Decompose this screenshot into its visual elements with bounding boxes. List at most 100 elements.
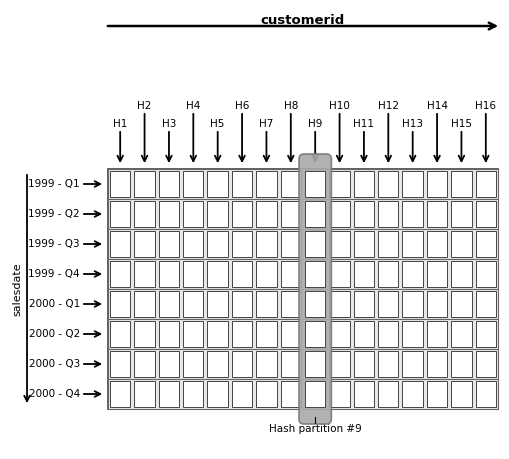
- Bar: [426, 321, 446, 347]
- Bar: [475, 261, 495, 287]
- Text: H5: H5: [210, 119, 224, 129]
- Text: 1999 - Q3: 1999 - Q3: [29, 239, 80, 249]
- Text: H14: H14: [426, 101, 447, 111]
- Bar: [183, 321, 203, 347]
- Bar: [377, 291, 398, 317]
- Bar: [256, 351, 276, 377]
- Bar: [475, 351, 495, 377]
- Bar: [183, 381, 203, 407]
- Bar: [158, 381, 179, 407]
- Bar: [256, 381, 276, 407]
- Text: 1999 - Q2: 1999 - Q2: [29, 209, 80, 219]
- Bar: [232, 201, 252, 227]
- Bar: [329, 321, 349, 347]
- Bar: [450, 291, 471, 317]
- Text: 1999 - Q4: 1999 - Q4: [29, 269, 80, 279]
- Bar: [280, 171, 300, 197]
- Bar: [329, 351, 349, 377]
- Text: H11: H11: [353, 119, 374, 129]
- Bar: [158, 201, 179, 227]
- Bar: [304, 261, 325, 287]
- Bar: [134, 171, 154, 197]
- Bar: [232, 171, 252, 197]
- Bar: [304, 231, 325, 257]
- Bar: [256, 201, 276, 227]
- Bar: [329, 171, 349, 197]
- Bar: [280, 321, 300, 347]
- Bar: [280, 351, 300, 377]
- Bar: [110, 321, 130, 347]
- Bar: [108, 199, 497, 229]
- Text: H16: H16: [474, 101, 495, 111]
- Bar: [329, 261, 349, 287]
- Bar: [450, 381, 471, 407]
- Bar: [207, 351, 228, 377]
- Bar: [108, 379, 497, 409]
- Bar: [304, 351, 325, 377]
- Bar: [353, 171, 374, 197]
- Bar: [450, 171, 471, 197]
- Bar: [402, 261, 422, 287]
- Bar: [108, 349, 497, 379]
- Text: 2000 - Q2: 2000 - Q2: [29, 329, 80, 339]
- Bar: [232, 381, 252, 407]
- Bar: [207, 171, 228, 197]
- Bar: [232, 261, 252, 287]
- Bar: [280, 231, 300, 257]
- Bar: [377, 321, 398, 347]
- Bar: [402, 171, 422, 197]
- Bar: [304, 171, 325, 197]
- Bar: [377, 231, 398, 257]
- Bar: [450, 201, 471, 227]
- Bar: [426, 201, 446, 227]
- Bar: [183, 201, 203, 227]
- Bar: [256, 171, 276, 197]
- Bar: [183, 231, 203, 257]
- Bar: [377, 171, 398, 197]
- Bar: [158, 261, 179, 287]
- Bar: [377, 351, 398, 377]
- Bar: [108, 169, 497, 199]
- Bar: [475, 291, 495, 317]
- Text: salesdate: salesdate: [12, 262, 22, 316]
- Bar: [134, 231, 154, 257]
- Bar: [475, 321, 495, 347]
- Bar: [426, 171, 446, 197]
- Bar: [353, 261, 374, 287]
- Bar: [426, 351, 446, 377]
- Bar: [329, 231, 349, 257]
- Text: customerid: customerid: [261, 14, 345, 27]
- Text: H1: H1: [113, 119, 127, 129]
- Bar: [110, 261, 130, 287]
- Text: H8: H8: [283, 101, 297, 111]
- Bar: [158, 231, 179, 257]
- Bar: [450, 321, 471, 347]
- Bar: [377, 201, 398, 227]
- Bar: [304, 201, 325, 227]
- Bar: [402, 291, 422, 317]
- Bar: [280, 261, 300, 287]
- Bar: [353, 201, 374, 227]
- Bar: [450, 231, 471, 257]
- Bar: [426, 291, 446, 317]
- FancyBboxPatch shape: [298, 154, 331, 424]
- Text: H13: H13: [402, 119, 422, 129]
- Bar: [280, 201, 300, 227]
- Bar: [426, 261, 446, 287]
- Bar: [402, 351, 422, 377]
- Bar: [183, 261, 203, 287]
- Bar: [256, 231, 276, 257]
- Text: H15: H15: [450, 119, 471, 129]
- Bar: [353, 351, 374, 377]
- Bar: [304, 291, 325, 317]
- Bar: [207, 261, 228, 287]
- Bar: [402, 231, 422, 257]
- Bar: [256, 261, 276, 287]
- Bar: [426, 381, 446, 407]
- Bar: [158, 351, 179, 377]
- Bar: [377, 261, 398, 287]
- Bar: [232, 321, 252, 347]
- Bar: [183, 351, 203, 377]
- Bar: [475, 381, 495, 407]
- Bar: [134, 351, 154, 377]
